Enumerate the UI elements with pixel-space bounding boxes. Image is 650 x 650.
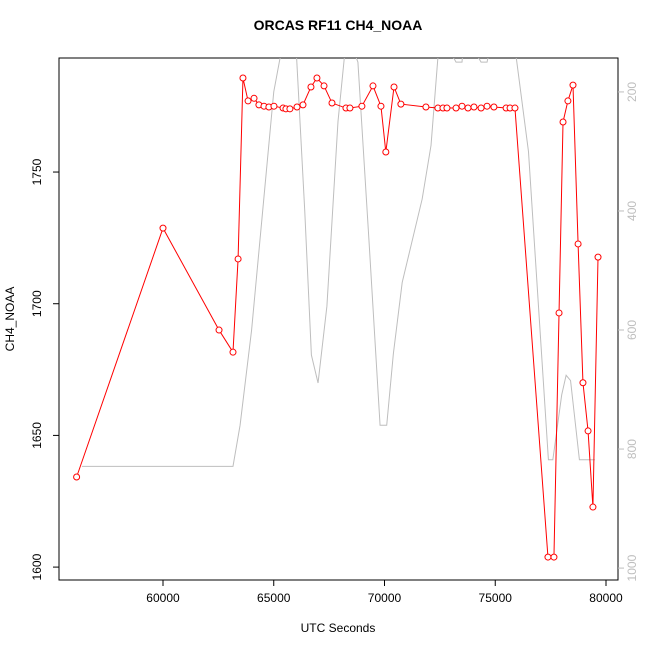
y-tick-label: 1750 bbox=[30, 158, 44, 185]
data-point bbox=[358, 102, 366, 110]
data-point bbox=[569, 81, 577, 89]
data-point bbox=[382, 148, 390, 156]
data-point bbox=[555, 309, 563, 317]
data-point bbox=[574, 240, 582, 248]
y2-tick-label: 1000 bbox=[625, 554, 639, 581]
data-point bbox=[307, 83, 315, 91]
data-point bbox=[73, 473, 81, 481]
data-point bbox=[452, 104, 460, 112]
data-point bbox=[544, 553, 552, 561]
y-tick-label: 1700 bbox=[30, 290, 44, 317]
y-tick-label: 1650 bbox=[30, 422, 44, 449]
data-point bbox=[490, 103, 498, 111]
data-point bbox=[286, 105, 294, 113]
data-point bbox=[369, 82, 377, 90]
x-tick-label: 65000 bbox=[257, 591, 291, 605]
data-point bbox=[464, 104, 472, 112]
data-point bbox=[239, 74, 247, 82]
x-tick-label: 60000 bbox=[146, 591, 180, 605]
data-point bbox=[328, 99, 336, 107]
y2-tick-label: 600 bbox=[625, 320, 639, 340]
data-point bbox=[313, 74, 321, 82]
data-point bbox=[594, 253, 602, 261]
data-point bbox=[234, 255, 242, 263]
plot-frame bbox=[58, 57, 619, 581]
data-point bbox=[477, 104, 485, 112]
data-point bbox=[299, 101, 307, 109]
data-point bbox=[390, 83, 398, 91]
y2-tick-label: 400 bbox=[625, 201, 639, 221]
data-point bbox=[550, 553, 558, 561]
chart-title: ORCAS RF11 CH4_NOAA bbox=[254, 17, 423, 33]
data-point bbox=[320, 82, 328, 90]
data-point bbox=[584, 427, 592, 435]
data-point bbox=[470, 103, 478, 111]
y-axis-label: CH4_NOAA bbox=[3, 287, 17, 352]
data-point bbox=[443, 104, 451, 112]
x-tick-label: 80000 bbox=[589, 591, 623, 605]
data-point bbox=[579, 379, 587, 387]
x-tick-label: 75000 bbox=[479, 591, 513, 605]
data-point bbox=[564, 97, 572, 105]
data-point bbox=[159, 224, 167, 232]
data-point bbox=[293, 103, 301, 111]
data-point bbox=[397, 100, 405, 108]
x-tick-label: 70000 bbox=[368, 591, 402, 605]
data-point bbox=[244, 97, 252, 105]
data-point bbox=[250, 94, 258, 102]
data-line bbox=[76, 77, 599, 558]
data-point bbox=[346, 104, 354, 112]
data-point bbox=[511, 104, 519, 112]
data-point bbox=[229, 348, 237, 356]
data-point bbox=[422, 103, 430, 111]
data-point bbox=[589, 503, 597, 511]
data-point bbox=[270, 102, 278, 110]
data-point bbox=[377, 102, 385, 110]
data-line bbox=[81, 58, 595, 467]
y2-tick-label: 200 bbox=[625, 82, 639, 102]
x-axis-label: UTC Seconds bbox=[301, 621, 376, 635]
data-point bbox=[559, 118, 567, 126]
data-point bbox=[215, 326, 223, 334]
y2-tick-label: 800 bbox=[625, 439, 639, 459]
plot-area bbox=[73, 58, 602, 561]
data-point bbox=[483, 102, 491, 110]
y-tick-label: 1600 bbox=[30, 553, 44, 580]
data-point bbox=[458, 102, 466, 110]
